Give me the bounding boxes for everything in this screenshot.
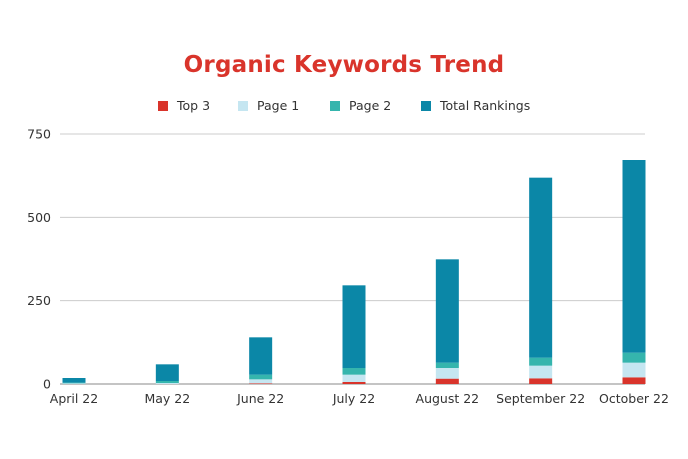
- bar-segment-top-3: [529, 378, 553, 384]
- x-tick-label: September 22: [496, 391, 585, 406]
- legend-label-top3: Top 3: [177, 98, 211, 113]
- x-tick-label: June 22: [236, 391, 284, 406]
- bar-segment-total-rankings: [529, 177, 553, 358]
- bar-segment-page-1: [622, 362, 646, 378]
- bar-segment-total-rankings: [249, 337, 273, 375]
- x-tick-label: May 22: [144, 391, 190, 406]
- legend-swatch-page1: [238, 100, 248, 111]
- x-tick-label: August 22: [416, 391, 480, 406]
- bar-segment-page-2: [62, 382, 86, 384]
- legend-item-page2: Page 2: [330, 98, 391, 113]
- bar-segment-page-2: [529, 357, 553, 366]
- x-tick-label: July 22: [332, 391, 375, 406]
- x-tick-label: April 22: [50, 391, 98, 406]
- legend-label-page2: Page 2: [349, 98, 392, 113]
- bar-segment-page-2: [435, 362, 459, 368]
- bar-segment-page-2: [155, 381, 179, 383]
- bar-segment-total-rankings: [435, 259, 459, 363]
- bar-segment-page-2: [622, 352, 646, 363]
- legend-swatch-top3: [158, 100, 168, 111]
- legend-item-top3: Top 3: [158, 98, 210, 113]
- bar-segment-page-1: [62, 383, 86, 384]
- bar-segment-page-1: [249, 379, 273, 384]
- x-tick-label: October 22: [599, 391, 669, 406]
- bar-segment-page-1: [155, 383, 179, 384]
- y-tick-label: 750: [27, 127, 51, 142]
- bar-segment-top-3: [249, 383, 273, 384]
- y-tick-label: 250: [27, 293, 51, 308]
- bar-segment-top-3: [342, 382, 366, 384]
- y-tick-label: 500: [27, 210, 51, 225]
- y-tick-label: 0: [43, 377, 51, 392]
- bar-segment-page-1: [529, 365, 553, 379]
- legend-item-page1: Page 1: [238, 98, 299, 113]
- bar-segment-total-rankings: [342, 285, 366, 368]
- bar-segment-page-2: [249, 374, 273, 380]
- legend-label-page1: Page 1: [257, 98, 300, 113]
- bar-segment-total-rankings: [622, 160, 646, 353]
- bar-segment-page-1: [342, 374, 366, 382]
- chart-legend: Top 3 Page 1 Page 2 Total Rankings: [0, 98, 688, 118]
- bar-segment-top-3: [622, 377, 646, 384]
- chart-title: Organic Keywords Trend: [183, 52, 505, 78]
- bar-segment-total-rankings: [155, 364, 179, 381]
- bar-segment-page-2: [342, 368, 366, 375]
- bar-segment-page-1: [435, 368, 459, 379]
- legend-swatch-page2: [330, 100, 340, 111]
- bar-segment-total-rankings: [62, 378, 86, 383]
- legend-item-total-rankings: Total Rankings: [421, 98, 530, 113]
- bar-segment-top-3: [435, 378, 459, 384]
- legend-label-total-rankings: Total Rankings: [440, 98, 531, 113]
- legend-swatch-total-rankings: [421, 100, 431, 111]
